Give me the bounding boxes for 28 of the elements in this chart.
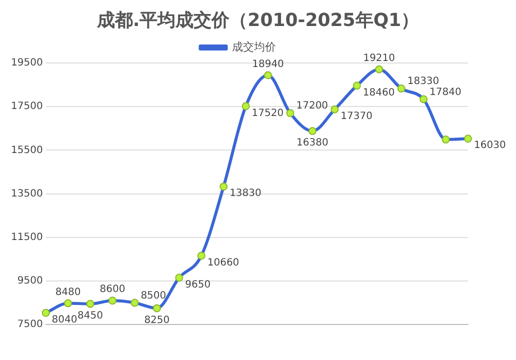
data-label: 10660 [207, 257, 240, 268]
y-tick-label: 11500 [11, 232, 43, 243]
data-label: 9650 [185, 279, 211, 290]
legend-label: 成交均价 [232, 40, 276, 54]
data-label: 17370 [340, 111, 372, 122]
data-label: 8500 [140, 290, 166, 302]
data-label: 19210 [363, 52, 396, 64]
y-tick-label: 9500 [17, 276, 43, 287]
y-tick-label: 17500 [11, 101, 43, 112]
chart-title: 成都.平均成交价（2010-2025年Q1） [96, 9, 420, 32]
data-label: 13830 [230, 188, 262, 200]
data-label: 16380 [296, 138, 328, 149]
data-label: 17200 [296, 100, 328, 112]
data-label: 17840 [430, 86, 462, 98]
data-label: 18330 [407, 76, 440, 88]
data-label: 17520 [252, 108, 284, 119]
y-tick-label: 7500 [17, 319, 43, 330]
data-label: 16030 [474, 140, 506, 152]
data-label: 8450 [78, 310, 103, 322]
data-label: 18460 [362, 87, 395, 98]
data-label: 8040 [52, 314, 78, 326]
y-tick-label: 13500 [11, 188, 43, 200]
data-label: 18940 [252, 58, 284, 70]
data-label: 8250 [144, 314, 170, 326]
y-tick-label: 19500 [11, 58, 43, 69]
data-label: 8480 [55, 286, 81, 298]
y-tick-label: 15500 [11, 144, 43, 156]
data-label: 8600 [100, 284, 126, 296]
